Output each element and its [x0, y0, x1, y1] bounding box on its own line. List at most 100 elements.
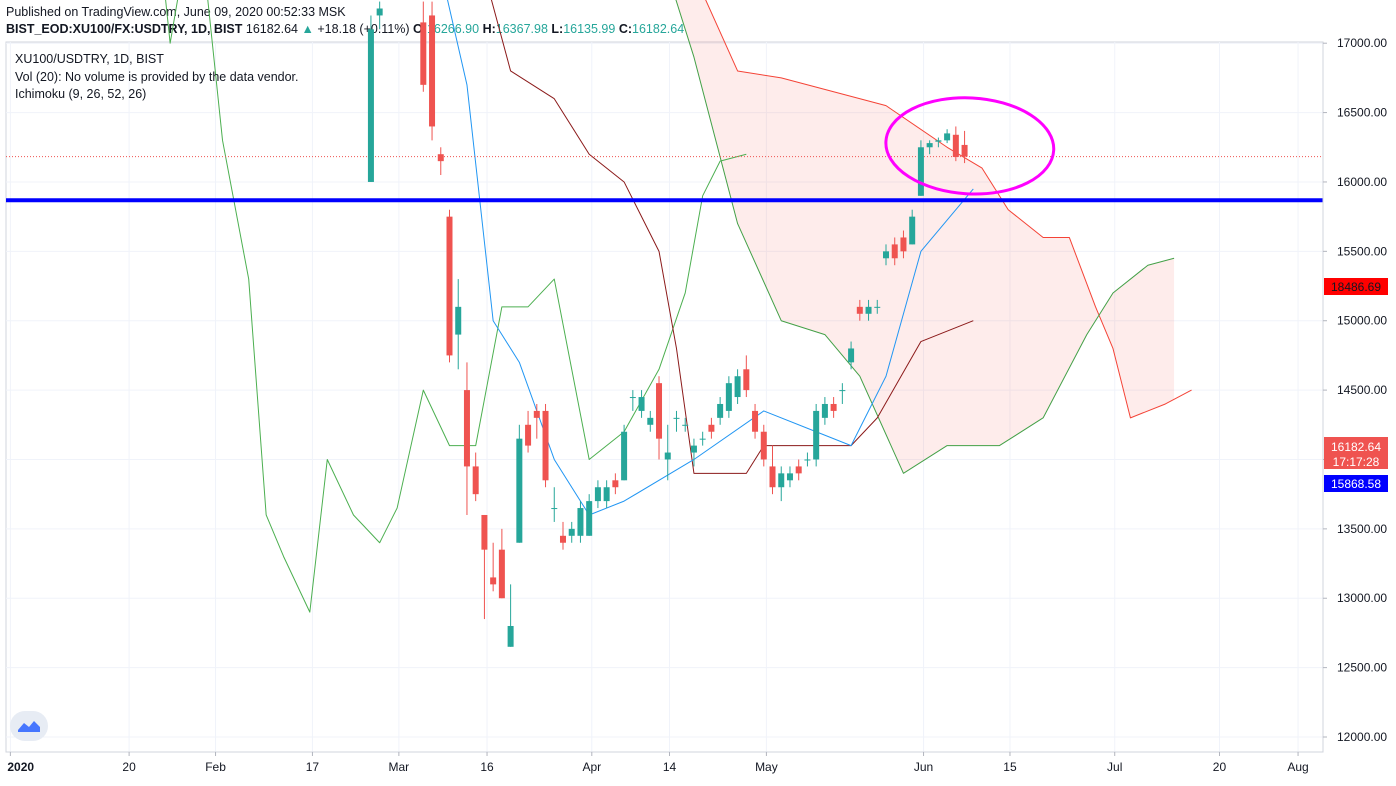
candle-body: [664, 452, 671, 460]
low-value: 16135.99: [563, 22, 616, 36]
legend-title[interactable]: XU100/USDTRY, 1D, BIST: [15, 52, 164, 66]
leading-span-b-line: [705, 0, 1192, 419]
candle: [542, 403, 549, 488]
time-tick-label: Apr: [582, 760, 601, 774]
candle: [446, 209, 453, 363]
candle: [961, 130, 968, 164]
conversion-line: [447, 0, 974, 516]
candle: [952, 126, 959, 162]
time-axis[interactable]: 2020 20 Feb 17 Mar 16 Apr 14 May Jun 15 Jul 20 Aug: [6, 751, 1323, 774]
candle: [367, 15, 374, 182]
candle: [629, 390, 636, 411]
candle: [699, 431, 706, 446]
candle: [821, 397, 828, 425]
candle-body: [909, 216, 916, 245]
price-tick-label: 16000.00: [1337, 175, 1387, 189]
price-axis[interactable]: 12000.0012500.0013000.0013500.0014000.00…: [1322, 0, 1387, 752]
price-tick-label: 13000.00: [1337, 591, 1387, 605]
candle: [848, 341, 855, 370]
last-price-label: 16182.64: [1331, 440, 1381, 454]
candle: [900, 230, 907, 259]
tradingview-logo-glyph: [18, 721, 40, 732]
time-tick-label: Feb: [205, 760, 226, 774]
legend-volume[interactable]: Vol (20): No volume is provided by the d…: [15, 70, 299, 84]
candle: [690, 438, 697, 467]
candle-body: [498, 549, 505, 599]
time-tick-label: Jun: [914, 760, 933, 774]
candle: [507, 584, 514, 647]
candle-body: [944, 133, 951, 141]
candle-body: [821, 403, 828, 418]
candle-body: [865, 306, 872, 314]
lagging-span-line: [165, 0, 747, 613]
candle-body: [804, 459, 811, 461]
last-price: 16182.64: [245, 22, 299, 36]
candle-body: [760, 431, 767, 460]
candle: [455, 279, 462, 370]
candle: [568, 521, 575, 543]
candle-body: [429, 15, 436, 127]
candle-body: [525, 424, 532, 446]
price-tick-label: 16500.00: [1337, 106, 1387, 120]
candle-body: [883, 251, 889, 259]
high-label: H:: [482, 22, 496, 36]
candle: [594, 480, 601, 509]
candle-body: [586, 501, 593, 536]
leading-span-a-line: [675, 0, 1175, 474]
candle: [437, 147, 444, 176]
candle: [839, 383, 846, 404]
ichimoku-lines: [165, 0, 1192, 613]
candle: [533, 403, 540, 439]
candle: [551, 487, 558, 522]
candle-body: [743, 369, 750, 391]
time-tick-label: May: [755, 760, 778, 774]
candle-body: [656, 383, 663, 439]
candle: [420, 1, 427, 92]
candle-body: [542, 410, 549, 481]
candle-body: [516, 438, 523, 543]
candle-body: [647, 417, 654, 425]
candle-body: [629, 397, 636, 399]
candle-body: [708, 424, 715, 432]
candle-body: [455, 306, 462, 335]
candle-body: [690, 445, 697, 453]
last-price-label-bg: [1324, 437, 1388, 469]
candle: [673, 410, 680, 432]
annotations: [884, 96, 1056, 196]
candle-body: [752, 410, 759, 432]
price-tick-label: 15500.00: [1337, 244, 1387, 258]
candle-body: [891, 244, 898, 259]
candle: [856, 299, 863, 321]
candle: [664, 424, 671, 481]
candles: [367, 1, 968, 647]
candle: [376, 1, 383, 30]
time-tick-label: 15: [1003, 760, 1017, 774]
candle: [917, 140, 924, 196]
candle-body: [437, 154, 444, 162]
candle: [656, 376, 663, 460]
candle-body: [682, 424, 689, 426]
candle-body: [935, 140, 942, 142]
price-tick-label: 12000.00: [1337, 730, 1387, 744]
highlight-ellipse: [884, 96, 1056, 196]
candle: [769, 445, 776, 495]
candle-body: [376, 8, 383, 16]
price-labels: 18486.69 16182.64 17:17:28 15868.58: [1324, 278, 1388, 492]
candle-body: [952, 134, 959, 157]
change-up-arrow-icon: ▲: [301, 22, 314, 36]
candle: [891, 237, 898, 266]
tradingview-logo-icon[interactable]: [10, 711, 48, 741]
candle-body: [638, 397, 645, 411]
candle-body: [568, 528, 575, 536]
candle-body: [769, 466, 776, 488]
candle-body: [813, 410, 820, 460]
high-value: 16367.98: [495, 22, 548, 36]
price-change: +18.18 (+0.11%): [317, 22, 410, 36]
candle: [717, 397, 724, 425]
symbol-name[interactable]: BIST_EOD:XU100/FX:USDTRY, 1D, BIST: [6, 22, 243, 36]
candle-body: [717, 403, 724, 418]
legend-ichimoku[interactable]: Ichimoku (9, 26, 52, 26): [15, 87, 147, 101]
countdown-label: 17:17:28: [1333, 455, 1380, 469]
candle: [883, 244, 889, 266]
